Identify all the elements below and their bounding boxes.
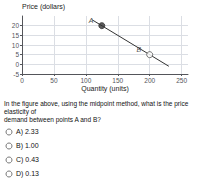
svg-text:demand between points A and B?: demand between points A and B? <box>4 116 101 124</box>
svg-text:D) 0.13: D) 0.13 <box>16 170 39 178</box>
svg-text:In the figure above, using the: In the figure above, using the midpoint … <box>4 100 190 108</box>
svg-text:C) 0.43: C) 0.43 <box>16 156 39 164</box>
svg-text:5: 5 <box>15 51 19 58</box>
svg-text:100: 100 <box>80 77 91 84</box>
svg-text:200: 200 <box>144 77 155 84</box>
svg-text:250: 250 <box>176 77 187 84</box>
svg-text:20: 20 <box>12 22 20 29</box>
svg-text:Price (dollars): Price (dollars) <box>22 3 65 11</box>
svg-text:50: 50 <box>50 77 58 84</box>
svg-text:15: 15 <box>12 32 20 39</box>
svg-text:A: A <box>88 17 94 24</box>
svg-text:150: 150 <box>112 77 123 84</box>
svg-text:0: 0 <box>20 77 24 84</box>
svg-text:10: 10 <box>12 42 20 49</box>
svg-text:A) 2.33: A) 2.33 <box>16 128 39 136</box>
svg-text:B) 1.00: B) 1.00 <box>16 142 39 150</box>
svg-text:elasticity of: elasticity of <box>4 108 36 116</box>
svg-text:B: B <box>137 46 142 53</box>
svg-text:-5: -5 <box>13 71 19 78</box>
svg-text:Quantity (units): Quantity (units) <box>81 85 128 93</box>
svg-text:0: 0 <box>15 61 19 68</box>
